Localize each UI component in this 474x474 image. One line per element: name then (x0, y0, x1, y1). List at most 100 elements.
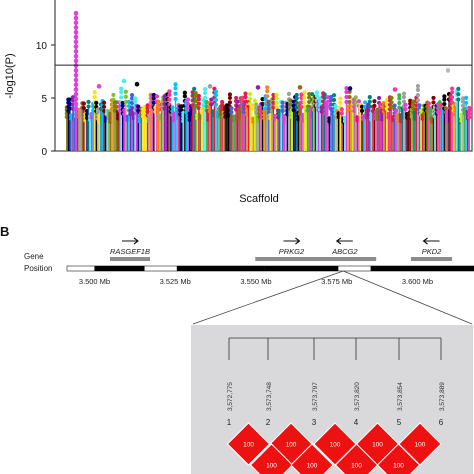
manhattan-point (260, 97, 265, 102)
manhattan-point (260, 101, 265, 107)
manhattan-point (101, 104, 107, 109)
ld-snps: 3,572,775 1 3,573,748 2 3,573,797 3 3,573,820 4… (227, 337, 446, 427)
ld-cell-value: 100 (330, 442, 341, 449)
manhattan-point (167, 89, 172, 94)
manhattan-point (92, 90, 97, 95)
position-tick-label: 3.525 Mb (160, 277, 191, 286)
manhattan-point (170, 105, 175, 110)
position-tick-label: 3.575 Mb (321, 277, 352, 286)
snp-index-label: 4 (354, 418, 359, 427)
manhattan-point (234, 95, 239, 101)
manhattan-point (193, 103, 198, 108)
manhattan-point (299, 95, 304, 100)
manhattan-point (220, 99, 225, 105)
gene-bar (410, 257, 453, 261)
manhattan-point (274, 105, 279, 110)
manhattan-point (317, 99, 323, 104)
top-hit-point (73, 34, 79, 40)
manhattan-point (227, 92, 233, 97)
manhattan-point (299, 104, 304, 110)
manhattan-plot: 0 5 10 -log10(P) Scaffold (4, 0, 473, 205)
manhattan-point (339, 107, 344, 112)
manhattan-point (182, 90, 187, 95)
top-hit-point (73, 68, 79, 73)
manhattan-point (271, 92, 276, 98)
manhattan-point (392, 103, 397, 108)
arrow-head-left (335, 237, 342, 245)
manhattan-point (325, 104, 330, 109)
manhattan-point (86, 99, 91, 104)
zoom-line-right (343, 270, 473, 325)
manhattan-point (389, 95, 394, 100)
manhattan-point (344, 89, 349, 95)
manhattan-peak-point (255, 85, 261, 90)
manhattan-point (227, 100, 233, 105)
snp-index-label: 2 (266, 418, 271, 427)
top-hit-point (73, 96, 79, 102)
ld-cell-value: 100 (307, 463, 318, 470)
manhattan-point (367, 104, 372, 109)
manhattan-point (456, 97, 461, 102)
ld-cell (376, 443, 421, 474)
position-segment (94, 266, 145, 271)
manhattan-point (123, 99, 128, 104)
manhattan-point (111, 92, 116, 98)
top-hit-point (73, 77, 79, 83)
manhattan-point (325, 99, 330, 104)
top-hit-point (73, 106, 79, 111)
snp-position-label: 3,573,797 (312, 382, 319, 411)
manhattan-point (339, 111, 344, 116)
top-hit-point (73, 39, 79, 45)
manhattan-point (86, 104, 91, 109)
ld-cell-value: 100 (415, 442, 426, 449)
manhattan-point (209, 102, 214, 107)
manhattan-point (81, 101, 86, 106)
position-segment (264, 266, 339, 271)
top-hit-point (73, 101, 79, 107)
manhattan-point (467, 111, 472, 116)
top-hit-point (73, 49, 79, 54)
position-axis: 3.500 Mb 3.525 Mb 3.550 Mb 3.575 Mb 3.600 Mb (66, 265, 474, 286)
top-hit-point (73, 72, 79, 78)
ld-cell (334, 443, 379, 474)
manhattan-peak-point (96, 84, 102, 89)
manhattan-point (196, 93, 201, 99)
manhattan-point (280, 100, 285, 105)
manhattan-peak-point (392, 87, 398, 92)
top-hit-point (73, 87, 79, 92)
gene-bar (255, 257, 328, 261)
manhattan-point (81, 105, 86, 111)
gene-track: Gene Position RASGEF1B PRKG2 ABCG2 PKD2 3.5… (24, 237, 474, 325)
gene-name: PKD2 (422, 247, 442, 256)
manhattan-point (114, 100, 119, 105)
manhattan-peak-point (207, 84, 213, 89)
manhattan-points (64, 10, 472, 151)
manhattan-point (426, 101, 431, 106)
ld-cells: 100 100 100 100 100 100 100 100 100 (226, 422, 442, 474)
ld-cell-value: 100 (286, 442, 297, 449)
manhattan-point (271, 96, 276, 101)
manhattan-point (145, 109, 150, 114)
manhattan-point (136, 108, 141, 113)
manhattan-point (213, 93, 219, 98)
manhattan-point (266, 102, 271, 107)
position-tick-label: 3.600 Mb (402, 277, 433, 286)
manhattan-point (271, 105, 276, 110)
manhattan-point (460, 103, 466, 108)
top-hit-point (73, 91, 79, 97)
manhattan-point (394, 108, 399, 113)
manhattan-point (133, 96, 138, 101)
manhattan-point (123, 89, 128, 94)
manhattan-point (167, 97, 172, 102)
manhattan-point (344, 99, 349, 105)
manhattan-point (266, 106, 271, 111)
manhattan-point (173, 86, 178, 91)
manhattan-point (299, 92, 304, 97)
manhattan-point (415, 87, 421, 93)
manhattan-point (322, 92, 327, 97)
manhattan-point (265, 85, 270, 90)
manhattan-point (220, 102, 225, 108)
manhattan-point (464, 95, 469, 100)
zoom-lines (192, 270, 473, 325)
manhattan-point (129, 93, 135, 98)
